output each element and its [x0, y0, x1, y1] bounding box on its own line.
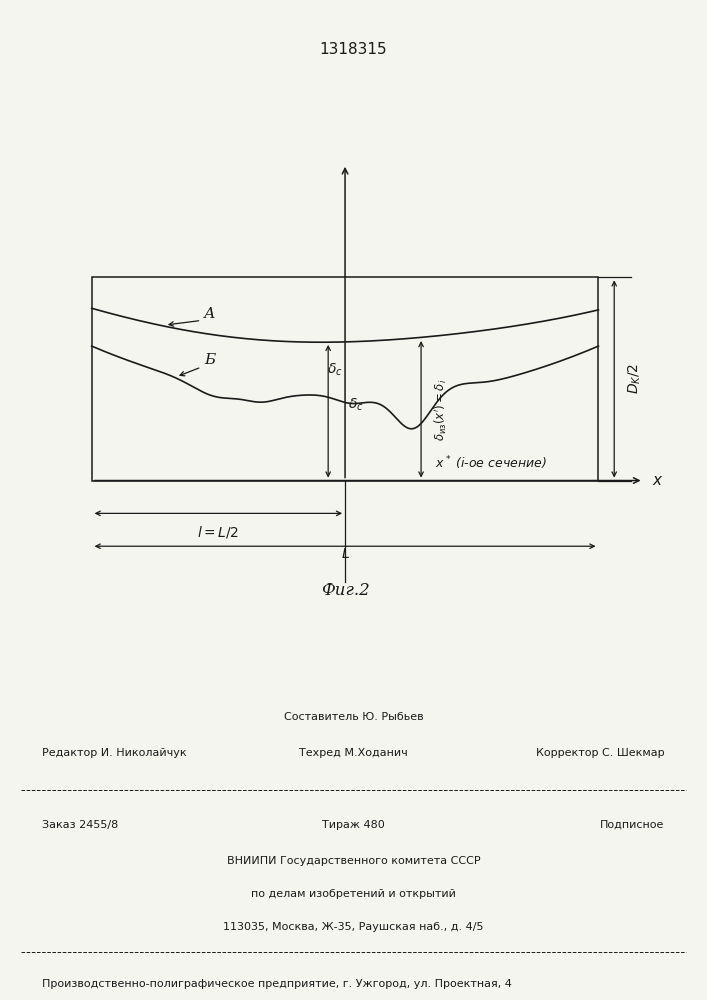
- Text: 113035, Москва, Ж-35, Раушская наб., д. 4/5: 113035, Москва, Ж-35, Раушская наб., д. …: [223, 922, 484, 932]
- Text: по делам изобретений и открытий: по делам изобретений и открытий: [251, 889, 456, 899]
- Text: Заказ 2455/8: Заказ 2455/8: [42, 820, 119, 830]
- Text: $D_K/2$: $D_K/2$: [626, 363, 643, 394]
- Text: Тираж 480: Тираж 480: [322, 820, 385, 830]
- Text: $L$: $L$: [341, 547, 349, 561]
- Text: Корректор С. Шекмар: Корректор С. Шекмар: [536, 748, 665, 758]
- Text: x: x: [652, 473, 661, 488]
- Text: ВНИИПИ Государственного комитета СССР: ВНИИПИ Государственного комитета СССР: [227, 856, 480, 866]
- Text: А: А: [204, 307, 216, 321]
- Text: Производственно-полиграфическое предприятие, г. Ужгород, ул. Проектная, 4: Производственно-полиграфическое предприя…: [42, 979, 513, 989]
- Text: $\delta_c$: $\delta_c$: [327, 362, 342, 378]
- Bar: [92, 277, 598, 481]
- Text: Составитель Ю. Рыбьев: Составитель Ю. Рыбьев: [284, 712, 423, 722]
- Text: 1318315: 1318315: [320, 42, 387, 57]
- Text: Фиг.2: Фиг.2: [321, 582, 370, 599]
- Text: $l = L/2$: $l = L/2$: [197, 524, 240, 540]
- Text: Б: Б: [204, 353, 216, 367]
- Text: Подписное: Подписное: [600, 820, 665, 830]
- Text: Техред М.Ходанич: Техред М.Ходанич: [299, 748, 408, 758]
- Text: $\delta_{\rm из}(x^{\prime}) = \delta_i$: $\delta_{\rm из}(x^{\prime}) = \delta_i$: [433, 378, 449, 441]
- Text: $x^*$ ($i$-ое сечение): $x^*$ ($i$-ое сечение): [435, 454, 547, 472]
- Text: $\delta_c$: $\delta_c$: [348, 397, 363, 413]
- Text: Редактор И. Николайчук: Редактор И. Николайчук: [42, 748, 187, 758]
